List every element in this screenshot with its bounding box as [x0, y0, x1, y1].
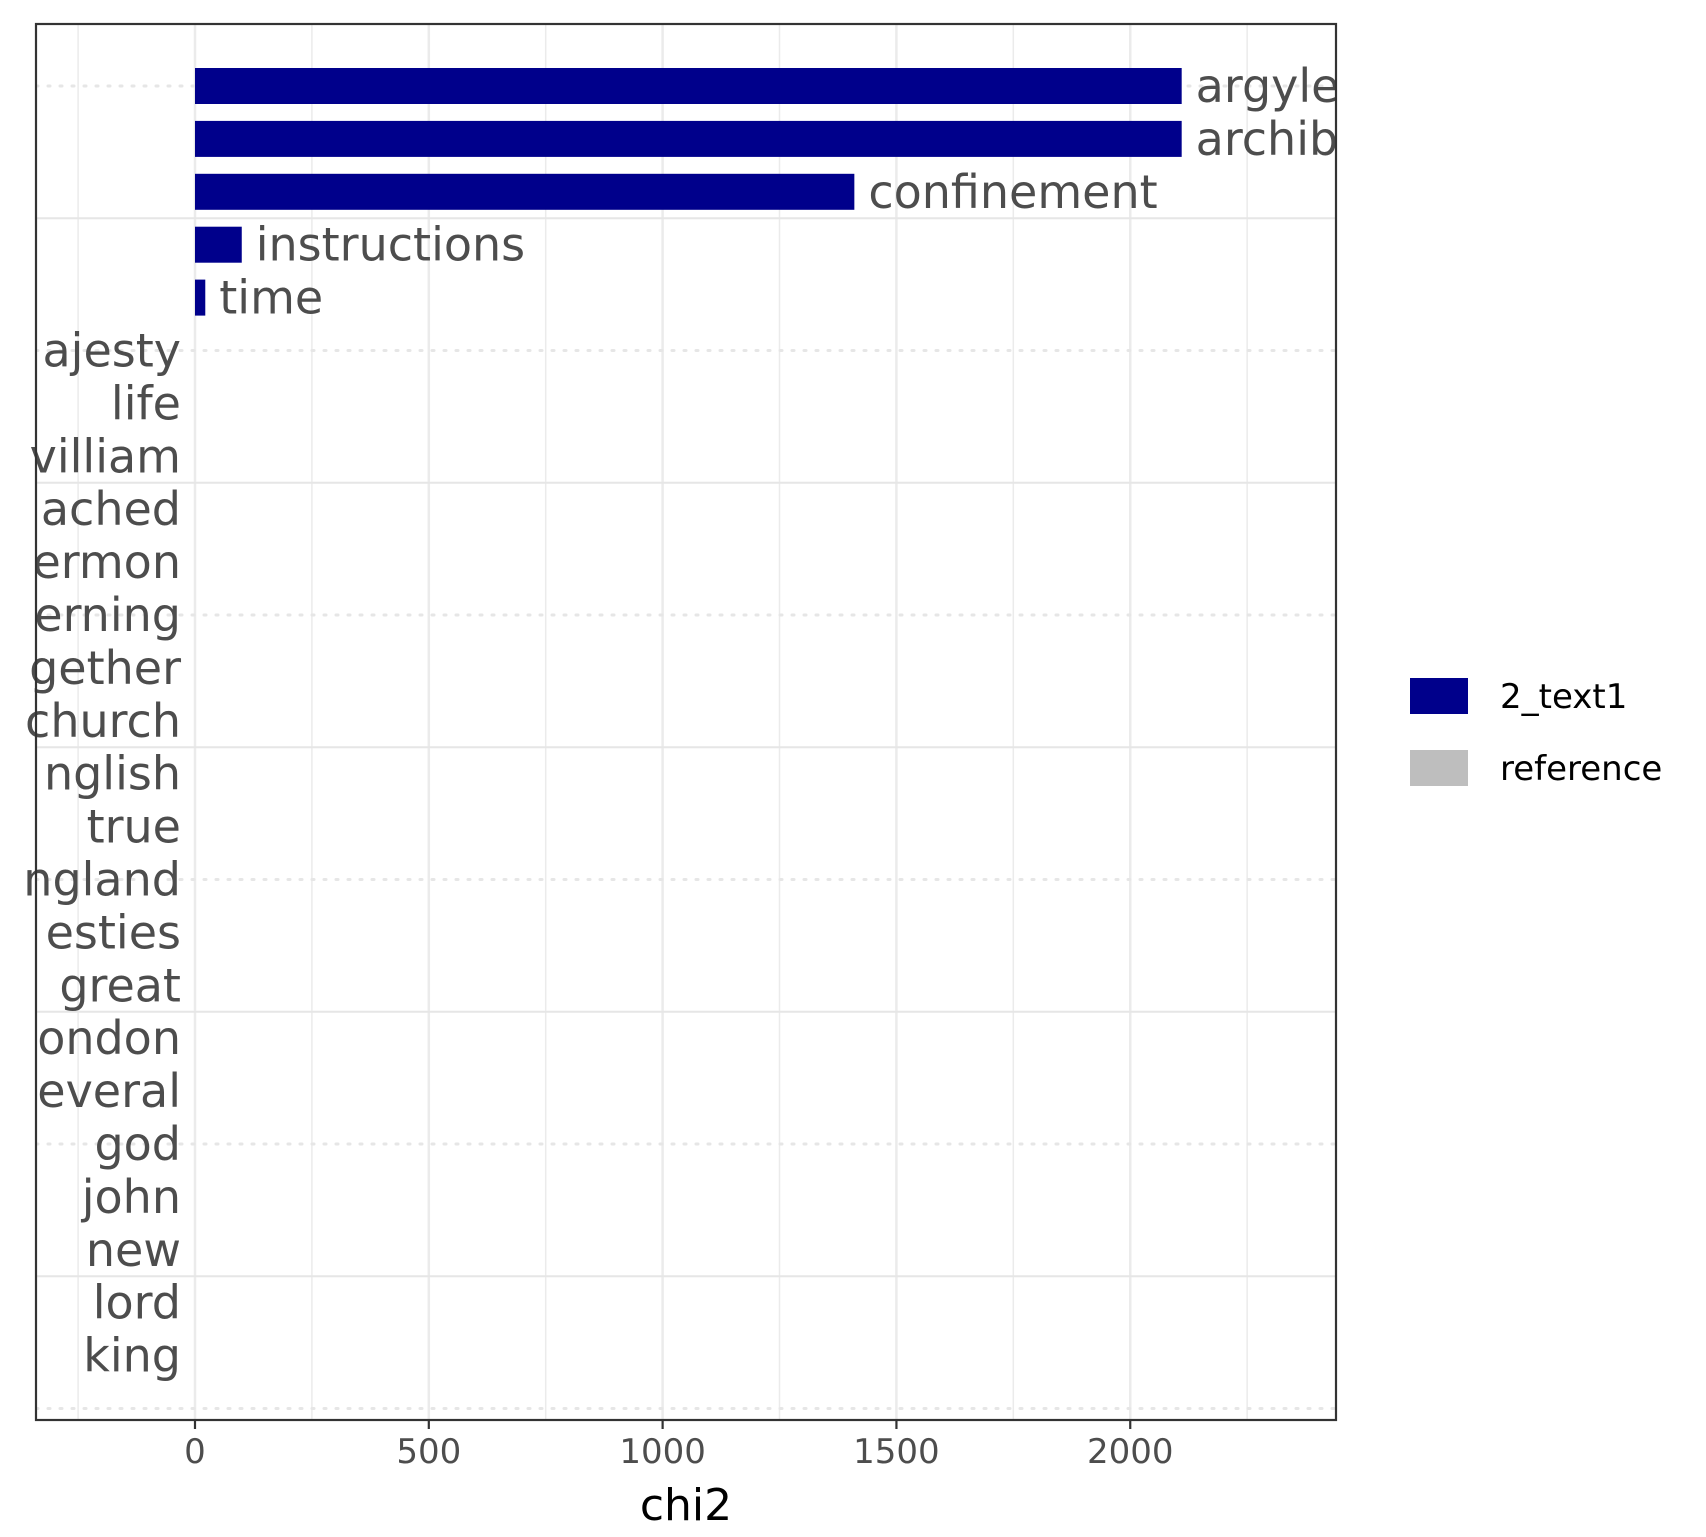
- bar-label-king: king: [83, 1329, 181, 1383]
- x-axis-title: chi2: [640, 1480, 732, 1531]
- bar-label-erning: erning: [34, 588, 181, 642]
- panel-background: [36, 24, 1336, 1420]
- bar-label-esties: esties: [46, 905, 181, 959]
- x-tick-label: 1500: [853, 1432, 940, 1472]
- bar-label-john: john: [81, 1170, 181, 1224]
- x-axis-ticks: 0 500 1000 1500 2000: [184, 1420, 1174, 1472]
- bar-label-ached: ached: [41, 482, 181, 536]
- grid: [36, 24, 1336, 1420]
- panel-border: [34, 22, 1338, 1422]
- bar-instructions: [194, 226, 242, 263]
- legend-label: 2_text1: [1500, 677, 1627, 717]
- bar-label-everal: everal: [37, 1064, 181, 1118]
- bar-label-villiam: villiam: [30, 429, 181, 483]
- bar-confinement: [194, 173, 855, 210]
- bar-label-great: great: [59, 958, 181, 1012]
- bar-label-instructions: instructions: [256, 218, 525, 272]
- bar-label-archib: archib: [1196, 112, 1339, 166]
- legend-key-reference: [1410, 750, 1468, 786]
- bar-label-ngland: ngland: [23, 853, 181, 907]
- bar-label-ajesty: ajesty: [42, 324, 181, 378]
- bar-label-life: life: [111, 376, 181, 430]
- bar-label-lord: lord: [93, 1276, 181, 1330]
- bar-label-true: true: [87, 800, 181, 854]
- bar-label-time: time: [219, 271, 323, 325]
- x-tick-label: 500: [396, 1432, 461, 1472]
- x-tick-label: 2000: [1087, 1432, 1174, 1472]
- x-tick-label: 0: [184, 1432, 206, 1472]
- legend-label: reference: [1500, 749, 1662, 789]
- bar-archib: [194, 120, 1182, 157]
- bar-label-church: church: [25, 694, 181, 748]
- legend: 2_text1 reference: [1410, 677, 1662, 789]
- bar-label-new: new: [86, 1223, 181, 1277]
- bar-time: [194, 279, 206, 316]
- bar-argyle: [194, 68, 1182, 104]
- bar-label-confinement: confinement: [868, 165, 1157, 219]
- bar-label-gether: gether: [29, 641, 181, 695]
- bar-label-ermon: ermon: [32, 535, 181, 589]
- bar-labels: argylearchibconfinementinstructionstimea…: [23, 59, 1339, 1383]
- bar-label-god: god: [94, 1117, 181, 1171]
- bar-label-nglish: nglish: [44, 747, 181, 801]
- bar-label-ondon: ondon: [37, 1011, 181, 1065]
- bars: [194, 68, 1182, 316]
- x-tick-label: 1000: [619, 1432, 706, 1472]
- bar-label-argyle: argyle: [1196, 59, 1340, 113]
- legend-key-2_text1: [1410, 678, 1468, 714]
